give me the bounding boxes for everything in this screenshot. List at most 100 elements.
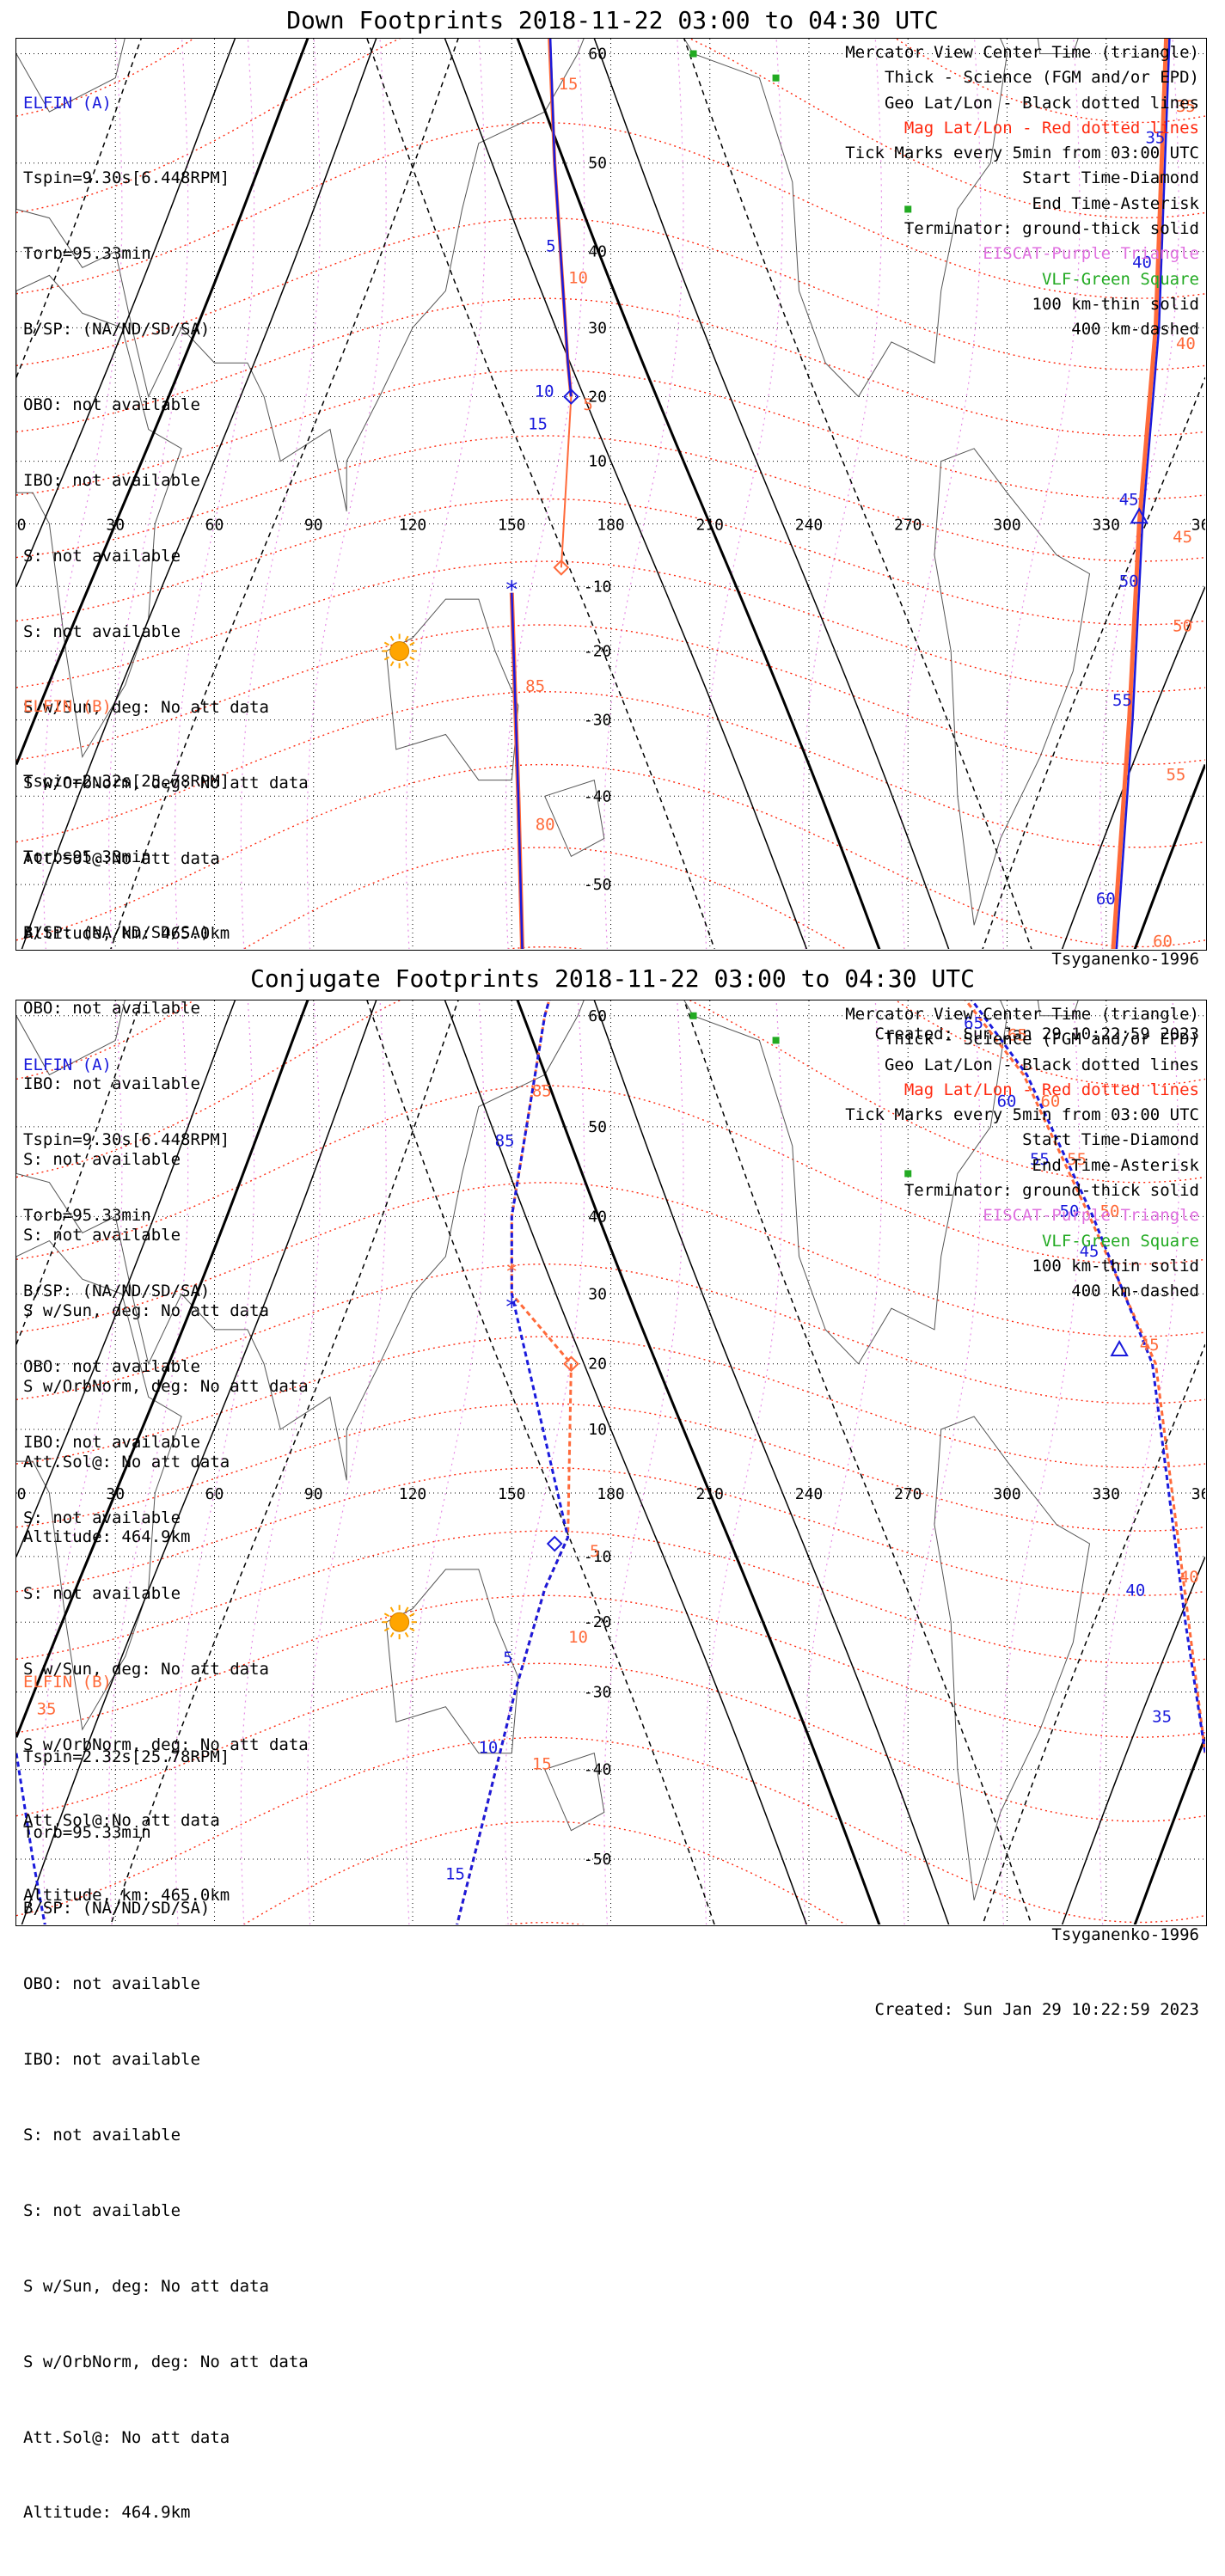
info-line: B/SP: (NA/ND/SD/SA) [23,1899,211,1918]
end-asterisk-marker: * [505,1260,518,1284]
info-line: Att.Sol@: No att data [23,2427,230,2447]
elfin-b-tick-label: 10 [568,268,588,287]
elfin-b-tick-label: 50 [1173,617,1192,636]
mag-latitude-line [16,1263,1205,1404]
sun-icon [389,640,410,661]
elfin-a-tick-label: 15 [528,414,548,433]
map-frame: 0306090120150180210240270300330360706050… [15,38,1207,1546]
legend-item: Terminator: ground-thick solid [903,1181,1199,1201]
conjugate-footprints-panel: Conjugate Footprints 2018-11-22 03:00 to… [0,958,1225,2522]
mag-meridian-line [42,39,123,949]
elfin-b-tick-label: 45 [1173,528,1192,547]
lon-tick-label: 240 [795,1485,824,1503]
mag-latitude-line [16,435,1205,562]
elfin-b-tick-label: 80 [536,815,555,834]
lon-tick-label: 360 [1191,1485,1205,1503]
lon-tick-label: 0 [17,516,27,534]
info-line: S: not available [23,2125,181,2145]
lat-tick-label: -20 [584,1613,612,1631]
legend-item: VLF-Green Square [1041,269,1199,289]
mag-meridian-line [240,1000,322,1924]
mag-meridian-line [1099,1000,1179,1924]
elfin-b-tick-label: 50 [1100,1202,1120,1221]
lon-tick-label: 210 [695,516,724,534]
info-line: S: not available [23,1225,181,1245]
coastline [683,39,1008,398]
info-line: B/SP: (NA/ND/SD/SA) [23,320,211,340]
lat-tick-label: 20 [588,388,607,406]
terminator-100km [16,39,1205,949]
info-line: S w/OrbNorm, deg: No att data [23,2352,309,2371]
lon-tick-label: 270 [894,1485,922,1503]
mag-latitude-line [16,1594,1205,1738]
legend-item: Thick - Science (FGM and/or EPD) [884,68,1199,88]
info-line: S: not available [23,546,181,566]
elfin-b-tick-label: 40 [1176,334,1196,353]
elfin-b-tick-label: 15 [559,75,579,94]
info-line: Tspin=2.32s[25.78RPM] [23,1747,230,1767]
elfin-a-tick-label: 55 [1030,1150,1050,1169]
elfin-b-info: ELFIN (B) Tspin=2.32s[25.78RPM] Torb=95.… [23,1619,309,2576]
elfin-b-name: ELFIN (B) [23,1672,112,1692]
info-line: Torb=95.33min [23,244,151,264]
elfin-b-track [560,396,573,568]
mag-meridian-line [1000,1000,1081,1924]
sun-ray [409,641,415,646]
sun-ray [404,661,409,667]
center-time-triangle [1110,1339,1129,1356]
sun-ray [383,641,390,646]
elfin-b-tick-label: 5 [583,395,592,414]
elfin-b-tick-label: 55 [1166,766,1185,785]
info-line: Altitude: 464.9km [23,2503,191,2523]
info-line: S w/Sun, deg: No att data [23,2276,269,2296]
lat-tick-label: 60 [588,1007,607,1025]
mag-latitude-line [16,624,1205,766]
world-map: 0306090120150180210240270300330360706050… [16,1000,1205,1924]
mag-meridian-line [107,39,189,949]
map-frame: 0306090120150180210240270300330360706050… [15,1000,1207,2522]
info-line: IBO: not available [23,1433,200,1453]
mag-latitude-line [16,1182,1205,1337]
elfin-a-tick-label: 60 [997,1092,1017,1111]
elfin-a-tick-label: 85 [495,1131,515,1150]
mag-latitude-line [16,691,1205,848]
sun-ray [409,1612,415,1618]
lat-tick-label: 40 [588,1208,607,1226]
lon-tick-label: 240 [795,516,824,534]
lat-tick-label: 10 [588,1421,607,1439]
elfin-a-track [1115,39,1171,949]
lon-tick-label: 60 [205,1485,224,1503]
coastline [934,1416,1091,1901]
elfin-a-tick-label: 55 [1112,691,1132,710]
legend-item: Geo Lat/Lon - Black dotted lines [884,93,1199,113]
info-line: Tspin=9.30s[6.448RPM] [23,168,230,188]
mag-latitude-line [16,121,1205,299]
mag-meridian-line [107,1000,189,1924]
lat-tick-label: -30 [584,712,612,730]
legend-item: Mercator View Center Time (triangle) [845,43,1199,62]
lon-tick-label: 30 [106,516,125,534]
legend-item: 400 km-dashed [1071,1282,1199,1301]
mag-latitude-line [16,39,1205,219]
elfin-a-name: ELFIN (A) [23,1055,112,1074]
elfin-a-tick-label: 45 [1080,1242,1099,1261]
lat-tick-label: 60 [588,46,607,64]
elfin-b-tick-label: 15 [532,1755,552,1774]
terminator-100km [21,39,950,949]
elfin-a-name: ELFIN (A) [23,93,112,113]
model-name: Tsyganenko-1996 Created: Sun Jan 29 10:2… [875,896,1200,1098]
start-diamond-marker [562,389,579,405]
lon-tick-label: 60 [205,516,224,534]
legend-item: Geo Lat/Lon - Black dotted lines [884,1055,1199,1074]
elfin-b-tick-label: 45 [1140,1336,1160,1355]
mag-meridian-line [504,1000,585,1924]
coastline [934,448,1091,926]
legend-item: End Time-Asterisk [1032,1155,1199,1175]
lat-tick-label: 30 [588,1285,607,1303]
elfin-b-tick-label: 85 [532,1081,552,1100]
start-diamond-marker [546,1535,563,1552]
elfin-b-track [1111,39,1169,949]
info-line: IBO: not available [23,471,200,491]
info-line: B/SP: (NA/ND/SD/SA) [23,1282,211,1301]
legend-item: 100 km-thin solid [1032,294,1199,314]
